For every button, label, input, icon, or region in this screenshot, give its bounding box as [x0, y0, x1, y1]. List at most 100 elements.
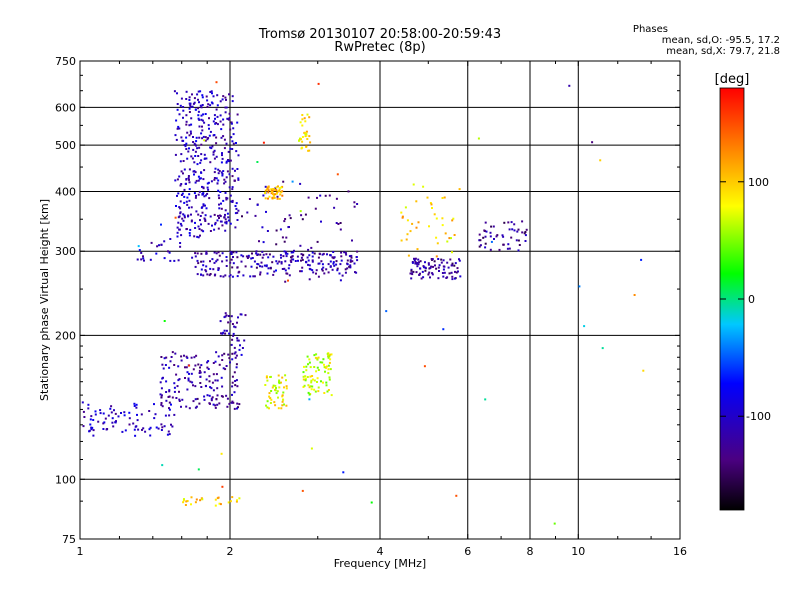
data-point: [240, 353, 243, 356]
data-point: [215, 108, 218, 111]
data-point: [128, 423, 131, 426]
data-point: [326, 352, 329, 355]
data-point: [179, 242, 182, 244]
data-point: [401, 215, 404, 218]
data-point: [308, 386, 311, 389]
data-point: [234, 356, 237, 359]
data-point: [211, 92, 213, 95]
data-point: [225, 220, 228, 223]
data-point: [301, 136, 304, 138]
data-point: [518, 244, 521, 246]
data-point: [197, 225, 200, 228]
data-point: [114, 421, 117, 424]
data-point: [282, 180, 285, 183]
data-point: [160, 394, 163, 397]
data-point: [343, 251, 346, 254]
data-point: [209, 260, 211, 263]
data-point: [217, 168, 220, 171]
data-point: [236, 407, 238, 410]
data-point: [128, 411, 131, 414]
data-point: [197, 114, 200, 117]
data-point: [232, 256, 234, 258]
data-point: [456, 267, 459, 270]
data-point: [160, 356, 163, 358]
data-point: [235, 366, 238, 369]
data-point: [189, 104, 192, 107]
data-point: [479, 239, 482, 242]
data-point: [226, 405, 229, 408]
data-point: [286, 252, 289, 255]
data-point: [90, 428, 93, 431]
data-point: [316, 366, 319, 369]
data-point: [328, 194, 331, 197]
data-point: [197, 175, 200, 178]
data-point: [163, 240, 166, 243]
data-point: [435, 236, 438, 239]
data-point: [351, 239, 353, 242]
data-point: [311, 255, 314, 258]
data-point: [262, 194, 265, 197]
data-point: [442, 268, 445, 271]
data-point: [201, 125, 203, 128]
data-point: [176, 385, 179, 388]
data-point: [190, 496, 193, 499]
data-point: [298, 139, 300, 142]
data-point: [217, 214, 219, 217]
data-point: [490, 225, 493, 228]
data-point: [458, 259, 461, 262]
data-point: [92, 434, 95, 437]
data-point: [431, 207, 433, 209]
data-point: [191, 381, 194, 384]
data-point: [200, 159, 203, 162]
data-point: [143, 259, 145, 262]
data-point: [270, 188, 273, 191]
data-point: [236, 168, 239, 170]
data-point: [180, 234, 183, 237]
data-point: [164, 414, 167, 417]
data-point: [266, 187, 269, 190]
data-point: [278, 187, 281, 190]
data-point: [219, 120, 222, 123]
data-point: [404, 206, 407, 209]
data-point: [188, 124, 191, 127]
data-point: [223, 147, 226, 150]
data-point: [222, 170, 225, 173]
data-point: [82, 410, 85, 413]
data-point: [217, 194, 220, 197]
data-point: [195, 498, 198, 501]
data-point: [327, 356, 330, 359]
data-point: [296, 255, 299, 258]
data-point: [416, 248, 419, 251]
data-point: [336, 267, 339, 270]
data-point: [200, 364, 203, 367]
data-point: [110, 405, 113, 408]
data-point: [271, 191, 274, 193]
data-point: [591, 141, 594, 144]
data-point: [201, 185, 203, 188]
data-point: [180, 355, 183, 358]
data-point: [221, 173, 224, 175]
data-point: [185, 120, 188, 123]
data-point: [224, 312, 227, 315]
data-point: [246, 211, 249, 214]
data-point: [214, 273, 217, 276]
data-point: [493, 238, 495, 240]
data-point: [285, 236, 288, 239]
data-point: [329, 265, 332, 268]
data-point: [441, 272, 444, 274]
data-point: [230, 343, 233, 346]
data-point: [307, 196, 310, 199]
data-point: [176, 231, 179, 234]
data-point: [137, 245, 140, 248]
data-point: [200, 153, 203, 156]
data-point: [209, 230, 212, 232]
data-point: [207, 103, 210, 106]
data-point: [524, 234, 527, 237]
data-point: [327, 364, 330, 367]
data-point: [215, 373, 218, 376]
data-point: [417, 263, 420, 266]
data-point: [228, 275, 231, 278]
data-point: [451, 251, 453, 254]
data-point: [277, 189, 280, 192]
data-point: [207, 137, 210, 139]
